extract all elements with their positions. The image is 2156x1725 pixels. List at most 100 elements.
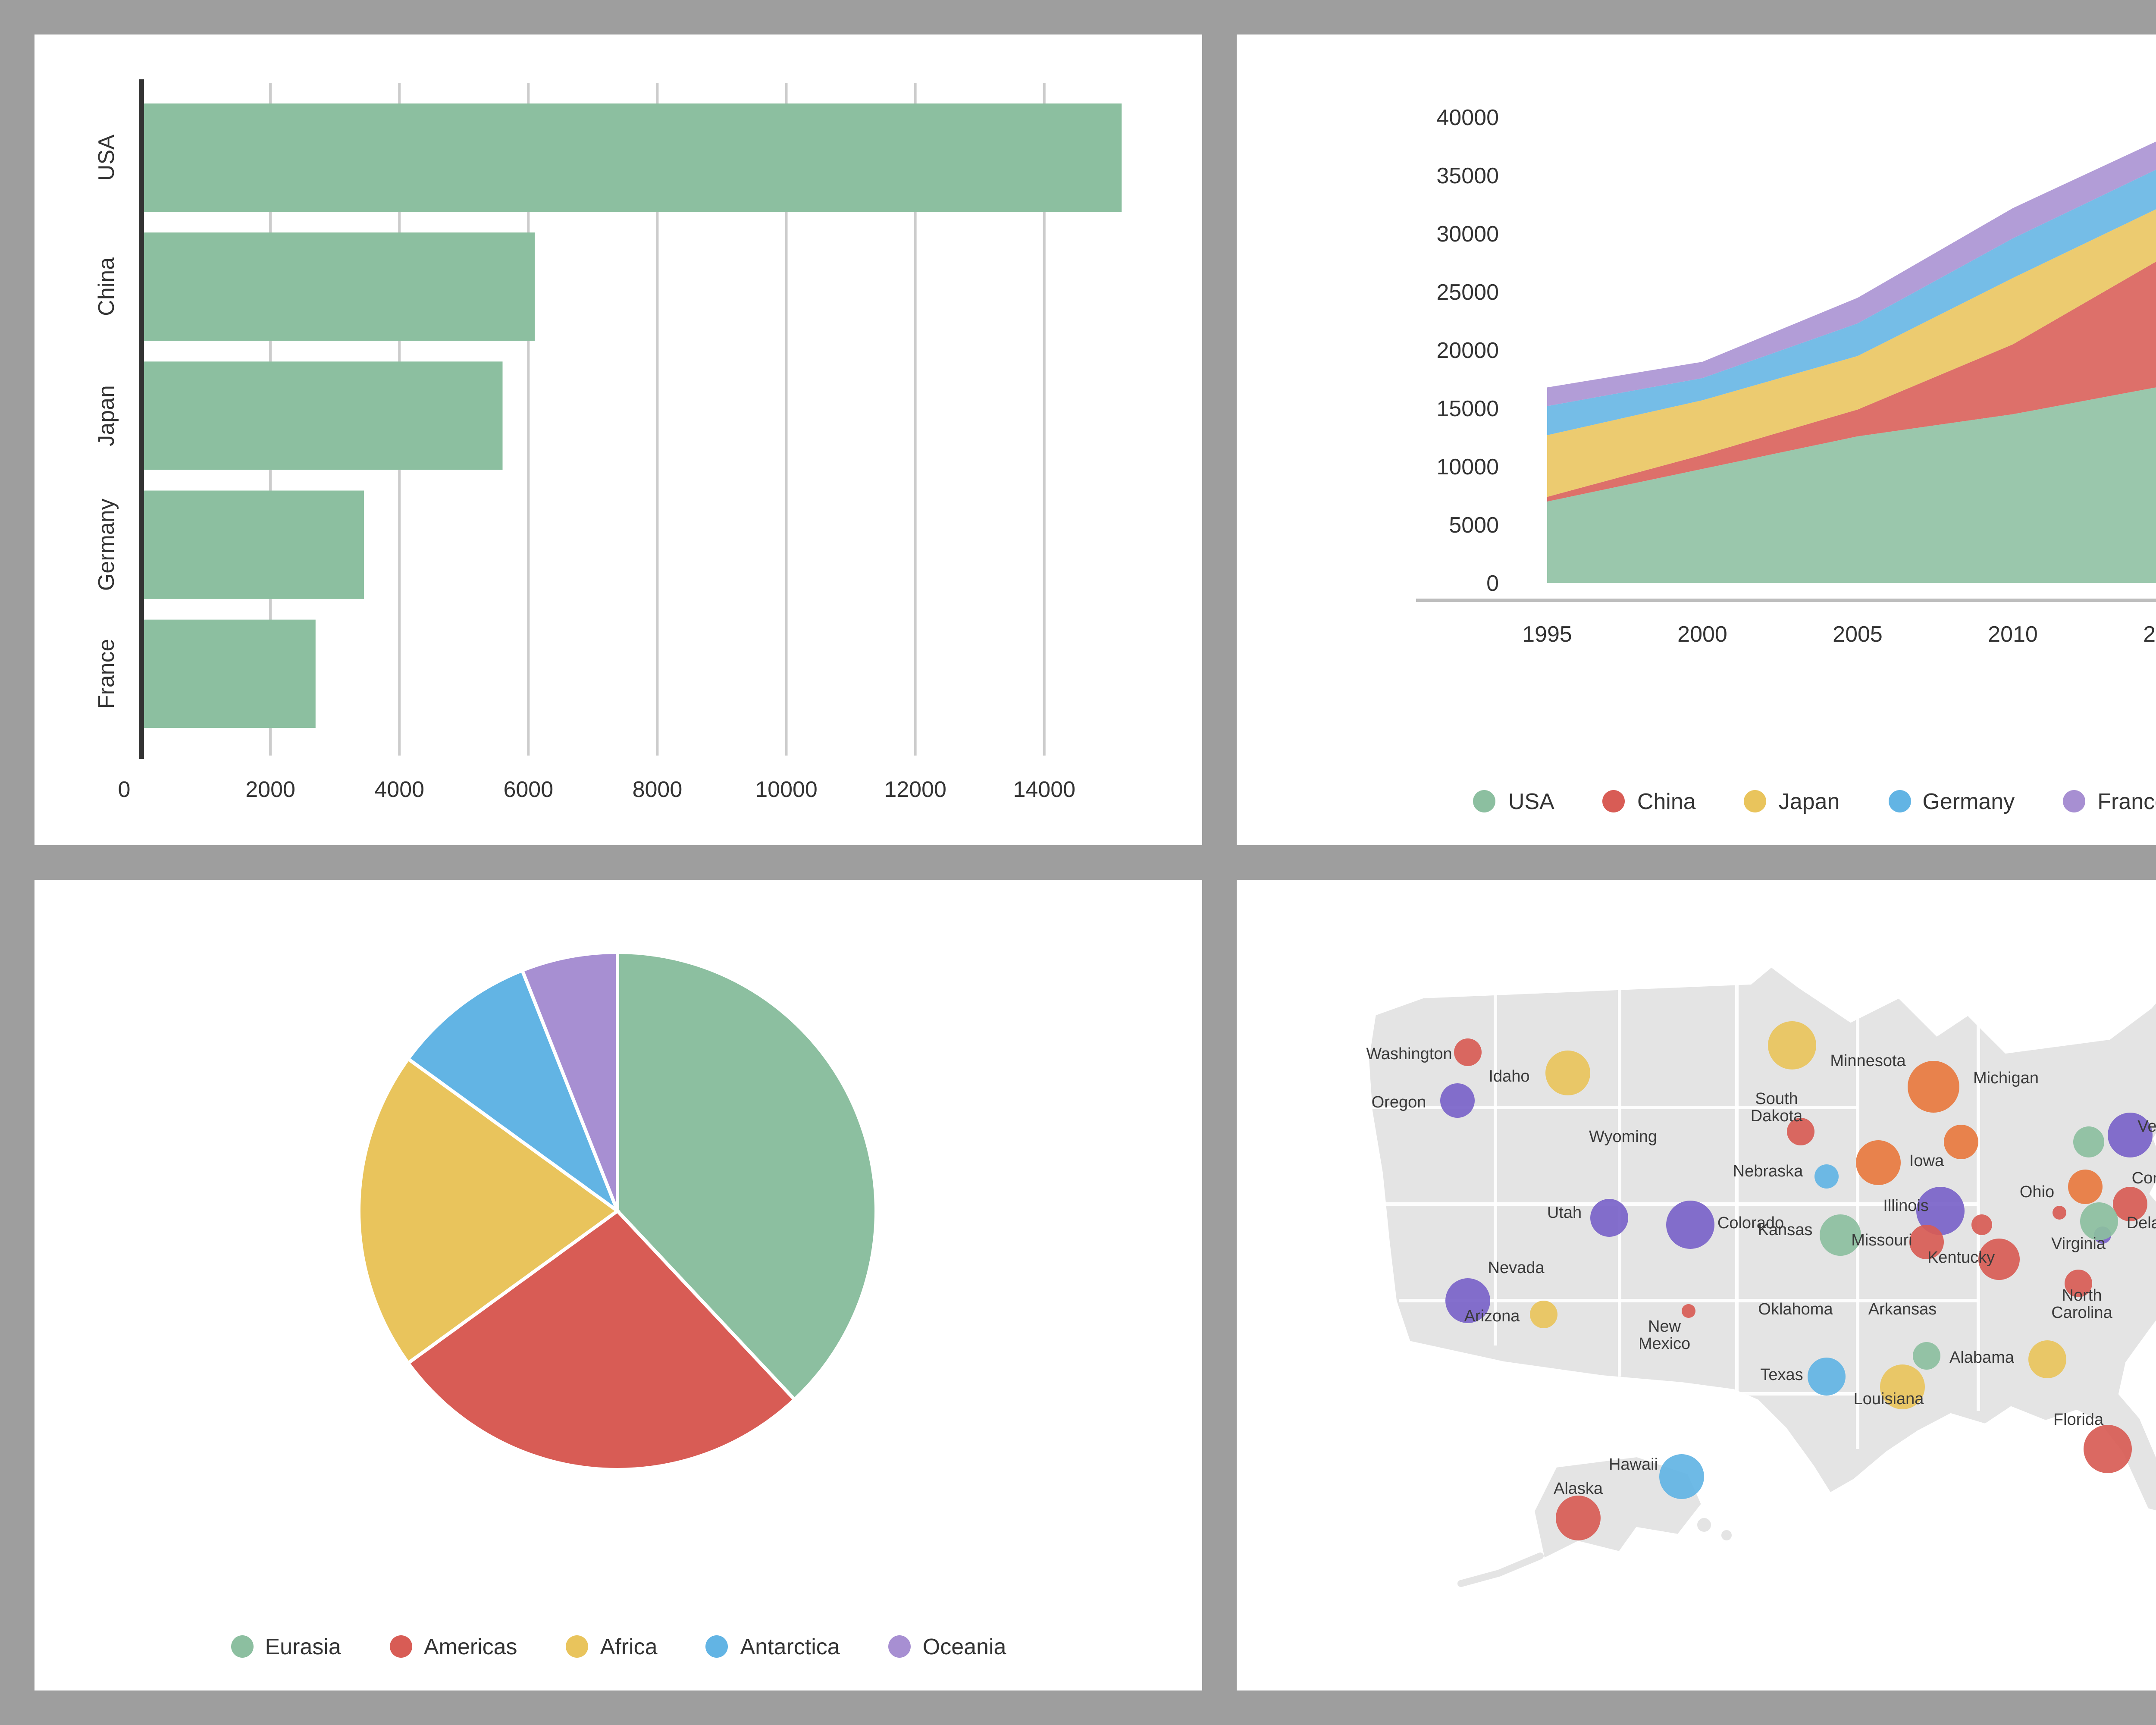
x-tick-label: 8000 <box>633 777 683 802</box>
y-tick-label: 10000 <box>1436 455 1499 480</box>
map-bubble[interactable] <box>2073 1126 2104 1157</box>
state-label-nevada: Nevada <box>1488 1259 1545 1277</box>
map-bubble-colorado[interactable] <box>1666 1201 1714 1249</box>
legend-item-germany[interactable]: Germany <box>1888 788 2015 814</box>
state-label-ohio: Ohio <box>2020 1183 2054 1201</box>
map-bubble-oregon[interactable] <box>1440 1083 1475 1118</box>
state-label-illinois: Illinois <box>1883 1197 1929 1215</box>
map-bubble-new-mexico[interactable] <box>1682 1304 1695 1318</box>
x-tick-label: 0 <box>118 777 131 802</box>
map-bubble-alabama[interactable] <box>1913 1342 1940 1370</box>
area-series-germany[interactable] <box>1547 164 2156 436</box>
state-label-idaho: Idaho <box>1489 1067 1529 1085</box>
pie-slice-americas[interactable] <box>406 1208 797 1471</box>
state-label-louisiana: Louisiana <box>1854 1390 1924 1408</box>
map-bubble[interactable] <box>1971 1214 1992 1235</box>
legend-item-usa[interactable]: USA <box>1473 788 1554 814</box>
state-label-kentucky: Kentucky <box>1927 1248 1995 1267</box>
pie-slice-oceania[interactable] <box>520 950 619 1212</box>
map-bubble-nebraska[interactable] <box>1814 1164 1839 1189</box>
area-series-usa[interactable] <box>1547 385 2156 583</box>
map-bubble-connecticut[interactable] <box>2113 1187 2147 1221</box>
legend-item-china[interactable]: China <box>1602 788 1696 814</box>
state-label-connecticut: Connecticut <box>2132 1169 2156 1187</box>
legend-item-france[interactable]: France <box>2063 788 2156 814</box>
x-tick-label: 2000 <box>245 777 295 802</box>
legend-item-africa[interactable]: Africa <box>565 1634 658 1659</box>
map-bubble[interactable] <box>2068 1170 2103 1204</box>
us-bubble-map: Washington Oregon Idaho Wyoming Minnesota Mic… <box>1366 964 2156 1587</box>
bar-germany[interactable] <box>141 490 364 599</box>
category-label: China <box>94 257 119 316</box>
legend-label: Eurasia <box>265 1634 341 1659</box>
state-label-oklahoma: Oklahoma <box>1758 1300 1833 1318</box>
map-bubble-hawaii[interactable] <box>1659 1454 1704 1499</box>
map-bubble-kentucky[interactable] <box>1978 1239 2020 1280</box>
map-bubble-florida[interactable] <box>2084 1425 2132 1473</box>
category-label: USA <box>94 135 119 181</box>
y-tick-label: 40000 <box>1436 105 1499 130</box>
map-bubble-nevada[interactable] <box>1445 1278 1490 1323</box>
legend-item-japan[interactable]: Japan <box>1744 788 1840 814</box>
legend-label: USA <box>1508 788 1554 814</box>
y-tick-label: 5000 <box>1449 513 1499 538</box>
legend-dot-icon <box>2063 790 2086 812</box>
map-bubble-michigan[interactable] <box>1908 1061 1959 1113</box>
bar-usa[interactable] <box>141 103 1122 212</box>
legend-dot-icon <box>1602 790 1625 812</box>
map-bubble-ohio[interactable] <box>2053 1206 2066 1220</box>
x-tick-label: 6000 <box>503 777 553 802</box>
state-label-michigan: Michigan <box>1973 1069 2039 1087</box>
area-series-japan[interactable] <box>1547 204 2156 497</box>
map-bubble-washington[interactable] <box>1454 1038 1482 1066</box>
state-label-kansas: Kansas <box>1758 1221 1813 1239</box>
map-bubble-illinois[interactable] <box>1916 1187 1965 1235</box>
map-bubble-kansas[interactable] <box>1820 1214 1861 1256</box>
map-bubble-delaware[interactable] <box>2080 1202 2118 1240</box>
bar-china[interactable] <box>141 232 535 341</box>
map-bubble-alaska[interactable] <box>1556 1496 1601 1540</box>
bar-france[interactable] <box>141 619 316 728</box>
legend-dot-icon <box>1744 790 1767 812</box>
area-series-china[interactable] <box>1547 255 2156 502</box>
map-bubble[interactable] <box>1944 1125 1978 1159</box>
x-tick-label: 1995 <box>1522 622 1572 647</box>
map-bubble-minnesota[interactable] <box>1768 1021 1816 1070</box>
map-bubble-iowa[interactable] <box>1856 1140 1901 1185</box>
legend-item-americas[interactable]: Americas <box>389 1634 517 1659</box>
pie-slice-eurasia[interactable] <box>616 950 878 1402</box>
legend-item-eurasia[interactable]: Eurasia <box>230 1634 341 1659</box>
category-label: France <box>94 639 119 709</box>
state-label-hawaii: Hawaii <box>1609 1455 1658 1474</box>
map-bubble-louisiana[interactable] <box>1880 1364 1925 1409</box>
legend-dot-icon <box>230 1635 253 1658</box>
legend-dot-icon <box>705 1635 728 1658</box>
map-bubble-missouri[interactable] <box>1909 1225 1944 1259</box>
y-tick-label: 25000 <box>1436 280 1499 305</box>
map-bubble-arizona[interactable] <box>1530 1301 1557 1328</box>
map-bubble-north-carolina[interactable] <box>2065 1270 2092 1297</box>
map-bubble-vermont[interactable] <box>2108 1113 2153 1157</box>
legend-dot-icon <box>1888 790 1911 812</box>
map-bubble-south-dakota[interactable] <box>1787 1118 1814 1145</box>
x-tick-label: 12000 <box>884 777 946 802</box>
map-bubble[interactable] <box>2028 1340 2066 1378</box>
area-series-france[interactable] <box>1547 136 2156 406</box>
card-area-chart: 0 5000 10000 15000 20000 25000 30000 35000 40000… <box>1237 34 2156 845</box>
map-bubble-utah[interactable] <box>1590 1199 1628 1237</box>
legend-item-antarctica[interactable]: Antarctica <box>705 1634 840 1659</box>
y-tick-label: 15000 <box>1436 396 1499 421</box>
pie-slice-africa[interactable] <box>357 1056 620 1366</box>
map-bubble-idaho[interactable] <box>1545 1051 1590 1095</box>
x-tick-label: 4000 <box>374 777 424 802</box>
legend-item-oceania[interactable]: Oceania <box>888 1634 1006 1659</box>
state-label-virginia: Virginia <box>2051 1235 2106 1253</box>
map-bubble-texas[interactable] <box>1808 1358 1846 1396</box>
category-label: Japan <box>94 385 119 446</box>
x-tick-label: 2005 <box>1833 622 1883 647</box>
state-label-alaska: Alaska <box>1554 1480 1603 1498</box>
bar-japan[interactable] <box>141 361 503 470</box>
legend-label: Japan <box>1778 788 1840 814</box>
pie-slice-antarctica[interactable] <box>406 968 621 1216</box>
